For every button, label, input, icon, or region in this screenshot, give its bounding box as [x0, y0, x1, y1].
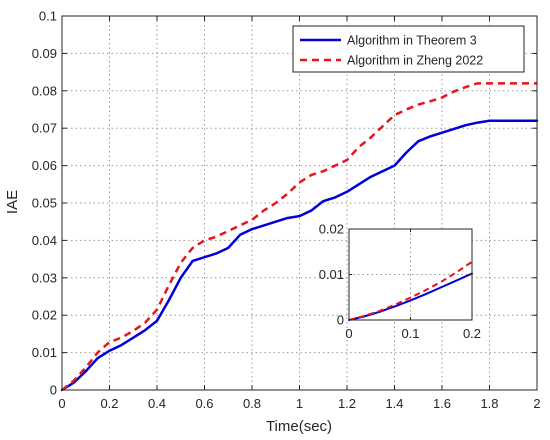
x-axis-label: Time(sec) [266, 418, 332, 435]
y-tick-label: 0.08 [32, 83, 57, 98]
series-zheng2022-line [61, 82, 537, 391]
y-tick-label: 0.01 [32, 345, 57, 360]
y-tick-label: 0 [50, 383, 57, 398]
y-tick-label: 0.01 [319, 267, 344, 282]
x-tick-label: 0.2 [463, 326, 481, 341]
series-theorem3-line [60, 119, 539, 392]
x-tick-label: 0.1 [401, 326, 419, 341]
y-tick-label: 0.1 [39, 9, 57, 24]
main-x-ticks: 0 0.2 0.4 0.6 0.8 1 1.2 1.4 1.6 1.8 2 [58, 16, 541, 411]
main-y-ticks: 0 0.01 0.02 0.03 0.04 0.05 0.06 0.07 0.08 0.09 0.1 [32, 9, 537, 398]
legend: Algorithm in Theorem 3 Algorithm in Zhen… [292, 25, 525, 73]
x-tick-label: 0 [58, 396, 65, 411]
y-tick-label: 0.06 [32, 158, 57, 173]
x-tick-label: 1.4 [385, 396, 403, 411]
main-grid [62, 16, 537, 390]
y-tick-label: 0 [337, 313, 344, 328]
x-tick-label: 1.8 [480, 396, 498, 411]
y-tick-label: 0.04 [32, 233, 57, 248]
y-tick-label: 0.03 [32, 270, 57, 285]
legend-box [292, 25, 525, 73]
main-plot: 0 0.2 0.4 0.6 0.8 1 1.2 1.4 1.6 1.8 2 0 0.01 0.02 0.0… [4, 9, 541, 436]
series-zheng2022-line [348, 260, 473, 321]
legend-label-theorem3: Algorithm in Theorem 3 [347, 34, 477, 48]
inset-y-ticks: 0 0.01 0.02 [319, 222, 472, 328]
x-tick-label: 0.4 [148, 396, 166, 411]
y-axis-label: IAE [4, 190, 21, 214]
x-tick-label: 1.2 [338, 396, 356, 411]
main-series-layer [60, 82, 539, 392]
y-tick-label: 0.09 [32, 46, 57, 61]
inset-series-layer [348, 260, 473, 321]
x-tick-label: 0 [345, 326, 352, 341]
x-tick-label: 1 [296, 396, 303, 411]
x-tick-label: 0.2 [100, 396, 118, 411]
y-tick-label: 0.02 [32, 308, 57, 323]
x-tick-label: 1.6 [433, 396, 451, 411]
inset-plot: 0 0.1 0.2 0 0.01 0.02 [319, 222, 481, 342]
inset-grid [349, 229, 472, 320]
y-tick-label: 0.07 [32, 121, 57, 136]
y-tick-label: 0.02 [319, 222, 344, 237]
y-tick-label: 0.05 [32, 196, 57, 211]
x-tick-label: 0.8 [243, 396, 261, 411]
legend-label-zheng2022: Algorithm in Zheng 2022 [347, 54, 483, 68]
x-tick-label: 0.6 [195, 396, 213, 411]
x-tick-label: 2 [533, 396, 540, 411]
